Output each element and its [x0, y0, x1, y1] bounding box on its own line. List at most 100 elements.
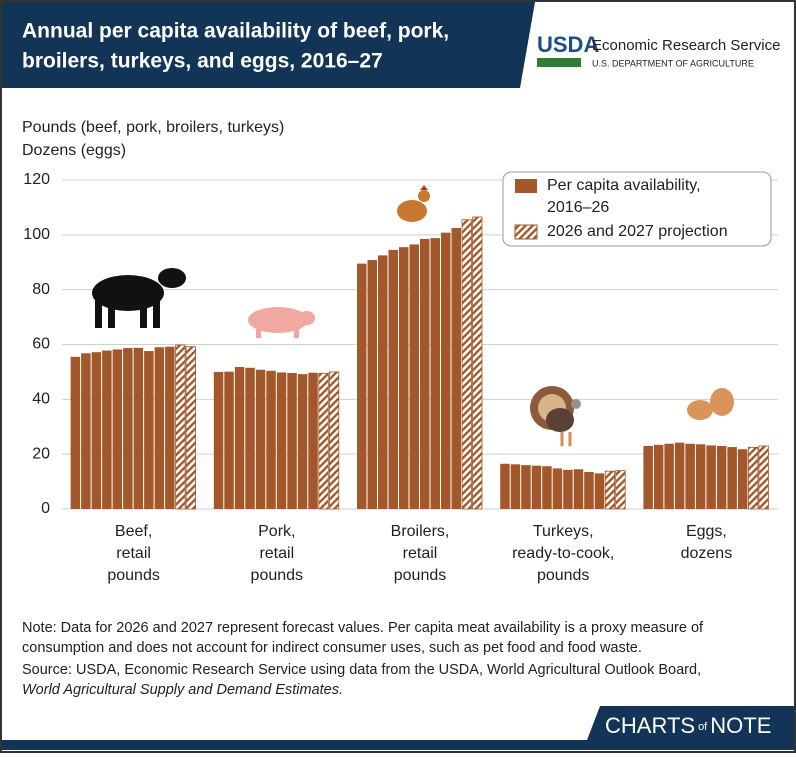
- bar: [604, 470, 616, 510]
- x-tick-label: pounds: [537, 567, 590, 584]
- bar: [367, 260, 377, 509]
- bar: [451, 227, 461, 509]
- bar: [430, 238, 440, 509]
- bar: [318, 372, 329, 510]
- department: U.S. DEPARTMENT OF AGRICULTURE: [592, 58, 754, 68]
- x-tick-label: Turkeys,: [533, 523, 594, 540]
- bar: [255, 369, 266, 509]
- bar: [70, 356, 81, 509]
- bar: [245, 367, 255, 509]
- legend-swatch: [515, 179, 537, 193]
- note: consumption and does not account for ind…: [22, 640, 642, 656]
- bar: [266, 370, 276, 509]
- bar: [758, 445, 769, 510]
- x-tick-label: dozens: [681, 545, 733, 562]
- bar: [573, 469, 584, 509]
- bar: [409, 244, 419, 509]
- bar: [378, 255, 388, 509]
- bar: [653, 444, 664, 509]
- bar: [165, 346, 175, 509]
- title-line: broilers, turkeys, and eggs, 2016–27: [22, 50, 383, 73]
- bar: [674, 442, 685, 509]
- eggs-icon: [687, 388, 734, 420]
- bar: [308, 372, 318, 509]
- x-tick-label: Beef,: [115, 523, 152, 540]
- bar: [664, 443, 674, 509]
- agency: Economic Research Service: [592, 37, 780, 54]
- bar: [584, 471, 594, 509]
- x-tick-label: retail: [403, 545, 438, 562]
- bar: [531, 465, 542, 509]
- y-axis-label: Dozens (eggs): [22, 142, 126, 159]
- x-tick-label: retail: [116, 545, 151, 562]
- bar: [328, 371, 340, 510]
- pig-icon: [248, 307, 315, 338]
- x-tick-label: Eggs,: [686, 523, 727, 540]
- x-tick-label: Broilers,: [391, 523, 450, 540]
- bar: [716, 445, 727, 509]
- bar: [91, 352, 102, 509]
- bar: [695, 444, 706, 509]
- bar: [615, 470, 626, 510]
- brand-text: of: [698, 721, 708, 733]
- bar: [643, 445, 653, 509]
- bar: [185, 346, 197, 510]
- bar: [685, 443, 695, 509]
- cow-icon: [92, 268, 186, 328]
- bar: [154, 347, 165, 509]
- footer-band: [584, 706, 794, 748]
- legend-label: 2026 and 2027 projection: [547, 223, 728, 240]
- bar: [276, 372, 287, 509]
- y-tick-label: 0: [41, 500, 50, 517]
- brand: CHARTS of NOTE: [605, 713, 771, 738]
- title-line: Annual per capita availability of beef, …: [22, 20, 449, 43]
- bar: [441, 232, 451, 509]
- bar: [287, 373, 297, 509]
- legend-swatch: [514, 224, 538, 240]
- bar: [472, 216, 483, 510]
- bar: [399, 247, 409, 509]
- brand-text: CHARTS: [605, 713, 695, 738]
- bar: [521, 465, 531, 509]
- x-tick-label: Pork,: [258, 523, 295, 540]
- y-tick-label: 20: [32, 445, 50, 462]
- bar: [234, 366, 245, 509]
- legend-label: Per capita availability,: [547, 177, 701, 194]
- y-tick-label: 100: [23, 226, 50, 243]
- bar: [102, 350, 112, 509]
- footer-line: [2, 740, 794, 750]
- bar: [563, 469, 573, 509]
- y-tick-label: 40: [32, 391, 50, 408]
- bar: [388, 249, 398, 509]
- bar: [510, 464, 521, 509]
- usda-logo: USDA: [537, 32, 599, 57]
- turkey-icon: [530, 386, 581, 446]
- bar: [748, 446, 759, 510]
- bar: [542, 466, 552, 509]
- x-tick-label: ready-to-cook,: [512, 545, 614, 562]
- bar: [213, 371, 224, 509]
- bar: [133, 347, 144, 509]
- source: Source: USDA, Economic Research Service …: [22, 662, 701, 678]
- logo-bar: [537, 58, 581, 67]
- bar: [112, 349, 123, 509]
- chicken-icon: [397, 185, 430, 222]
- x-tick-label: pounds: [394, 567, 447, 584]
- brand-text: NOTE: [710, 713, 771, 738]
- bar: [727, 447, 737, 509]
- source-italic: World Agricultural Supply and Demand Est…: [22, 682, 343, 698]
- x-tick-label: retail: [259, 545, 294, 562]
- bar: [224, 371, 234, 509]
- bar: [420, 238, 430, 509]
- legend-label: 2016–26: [547, 199, 609, 216]
- bar: [123, 348, 133, 509]
- plot: 0 20 40 60 80 100 120 Beef, retail pounds Pork, ret…: [23, 171, 778, 584]
- legend-box: [502, 171, 772, 247]
- bar: [144, 351, 154, 509]
- note: Note: Data for 2026 and 2027 represent f…: [22, 620, 704, 636]
- bar: [297, 374, 308, 509]
- x-tick-label: pounds: [107, 567, 160, 584]
- y-tick-label: 120: [23, 171, 50, 188]
- bar: [357, 263, 367, 509]
